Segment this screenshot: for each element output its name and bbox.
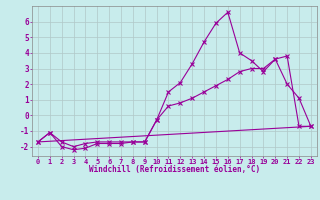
X-axis label: Windchill (Refroidissement éolien,°C): Windchill (Refroidissement éolien,°C) [89, 165, 260, 174]
